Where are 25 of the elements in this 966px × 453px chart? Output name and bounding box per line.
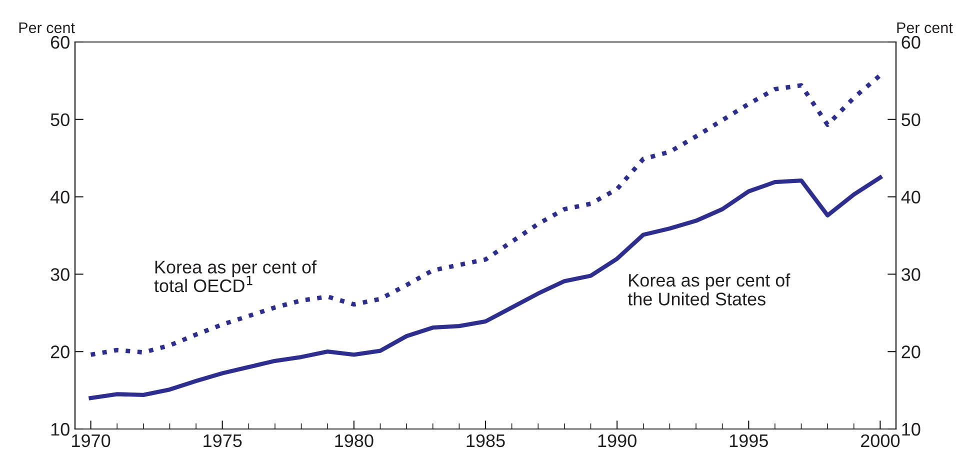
y2-axis-title: Per cent	[897, 22, 953, 34]
x-tick-label: 1980	[335, 434, 374, 448]
x-tick-label: 2000	[861, 434, 900, 448]
y2-tick-label: 30	[902, 268, 920, 281]
y2-tick-label: 50	[902, 113, 920, 126]
y-tick-label: 40	[50, 190, 70, 204]
y2-tick-label: 40	[901, 190, 920, 204]
x-tick-label: 1990	[598, 434, 636, 448]
x-tick-label: 1995	[730, 434, 768, 448]
line-series	[88, 73, 882, 357]
y-tick-label: 60	[50, 36, 70, 49]
x-tick-label: 1970	[72, 434, 110, 448]
y-tick-label: 30	[50, 268, 70, 281]
y2-tick-label: 60	[902, 36, 920, 49]
x-tick-label: 1975	[204, 434, 242, 448]
y2-tick-label: 10	[902, 422, 920, 436]
x-tick-label: 1985	[466, 434, 505, 448]
y-tick-label: 50	[50, 113, 70, 126]
y-tick-label: 10	[51, 422, 70, 436]
series-label: Korea as per cent of the United States	[628, 273, 790, 306]
y-tick-label: 20	[50, 346, 70, 358]
line-series	[88, 175, 882, 400]
y2-tick-label: 20	[902, 346, 920, 358]
series-label: Korea as per cent of total OECD$^{1}$	[154, 260, 317, 292]
y-axis-title: Per cent	[19, 22, 75, 34]
